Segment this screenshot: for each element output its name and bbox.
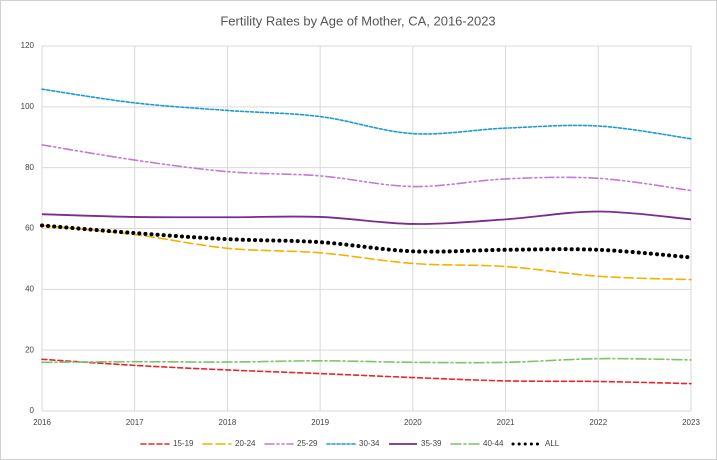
x-tick-label: 2016 bbox=[33, 418, 51, 427]
x-tick-label: 2022 bbox=[589, 418, 607, 427]
x-tick-label: 2018 bbox=[219, 418, 237, 427]
series-line bbox=[41, 88, 692, 140]
x-tick-label: 2021 bbox=[497, 418, 515, 427]
legend-label: 15-19 bbox=[173, 439, 194, 448]
series-line bbox=[41, 358, 692, 385]
y-tick-label: 40 bbox=[25, 284, 34, 293]
y-tick-label: 80 bbox=[25, 163, 34, 172]
legend-label: 30-34 bbox=[359, 439, 380, 448]
series-line bbox=[41, 357, 692, 364]
x-tick-label: 2023 bbox=[682, 418, 700, 427]
y-tick-label: 0 bbox=[30, 406, 35, 415]
series-line bbox=[41, 210, 692, 225]
legend-label: 40-44 bbox=[483, 439, 504, 448]
legend-label: ALL bbox=[545, 439, 560, 448]
legend-label: 35-39 bbox=[421, 439, 442, 448]
y-tick-label: 100 bbox=[21, 102, 35, 111]
series-line bbox=[41, 144, 692, 192]
y-tick-label: 20 bbox=[25, 345, 34, 354]
series-line bbox=[40, 223, 693, 260]
x-tick-label: 2017 bbox=[126, 418, 144, 427]
x-tick-label: 2019 bbox=[311, 418, 329, 427]
series-line bbox=[41, 224, 692, 281]
chart-title: Fertility Rates by Age of Mother, CA, 20… bbox=[220, 13, 495, 28]
x-tick-label: 2020 bbox=[404, 418, 422, 427]
legend-label: 20-24 bbox=[235, 439, 256, 448]
y-tick-label: 60 bbox=[25, 224, 34, 233]
y-tick-label: 120 bbox=[21, 41, 35, 50]
legend-label: 25-29 bbox=[297, 439, 318, 448]
